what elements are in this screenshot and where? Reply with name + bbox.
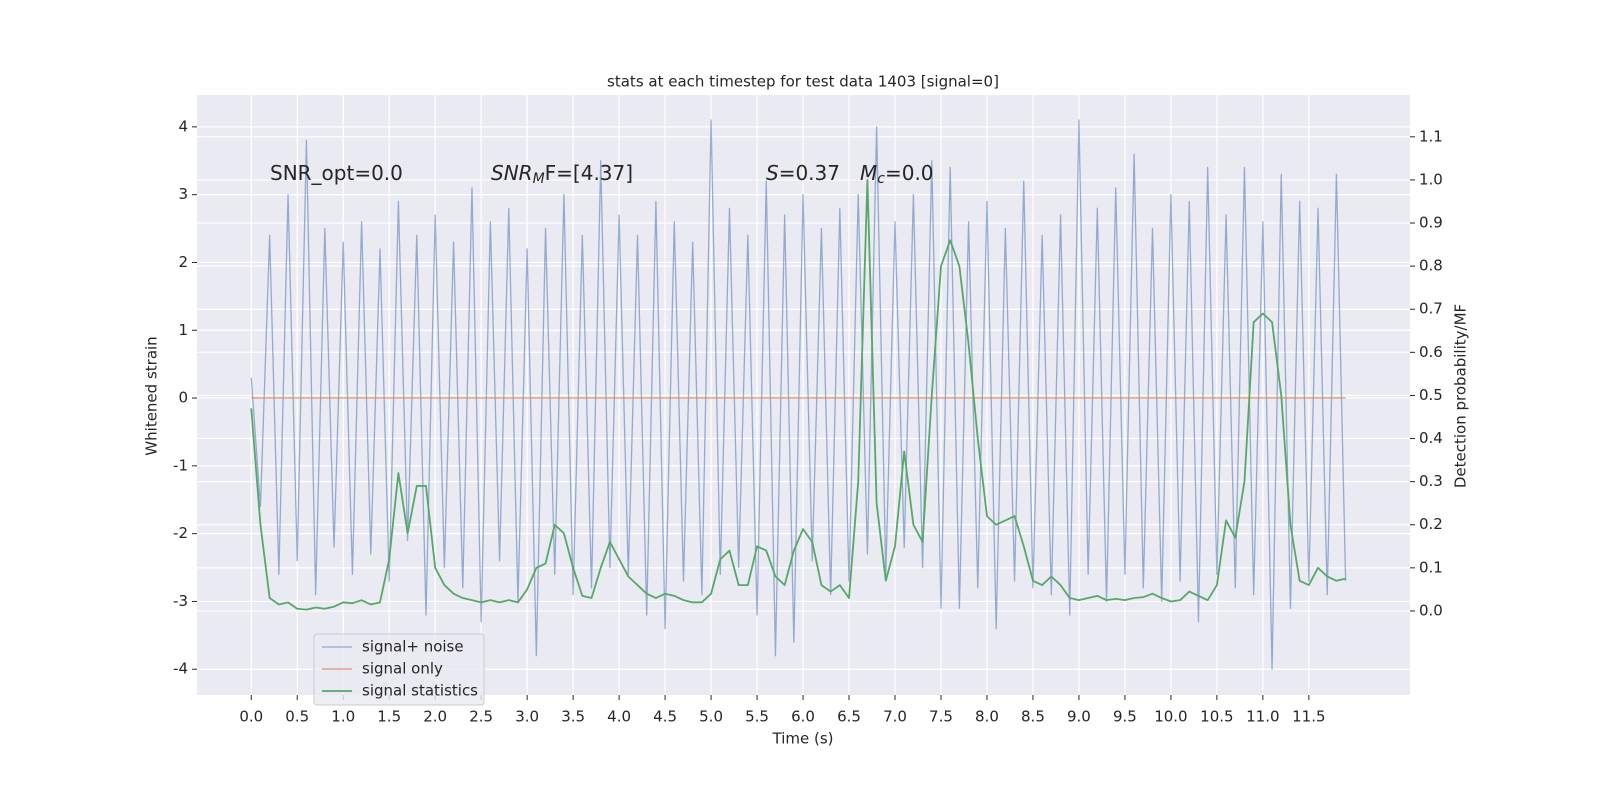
y2-tick-label: 0.1: [1419, 558, 1443, 576]
series-line: [250, 179, 1346, 611]
legend-label: signal only: [362, 660, 443, 678]
y-tick-label: 2: [178, 253, 188, 271]
y2-tick-label: 0.2: [1419, 515, 1443, 533]
x-tick-label: 0.5: [285, 708, 309, 726]
y2-tick-label: 0.3: [1419, 472, 1443, 490]
x-tick-label: 2.0: [423, 708, 447, 726]
annotation-part: SNR: [491, 161, 533, 185]
y2-tick-label: 0.4: [1419, 429, 1443, 447]
x-axis-label: Time (s): [772, 730, 834, 748]
y2-tick-label: 0.9: [1419, 214, 1443, 232]
annotation-part: M: [860, 161, 877, 185]
y-tick-label: 3: [178, 185, 188, 203]
x-tick-label: 2.5: [469, 708, 493, 726]
x-tick-label: 1.0: [331, 708, 355, 726]
y-tick-label: 4: [178, 117, 188, 135]
annotation: SNR_opt=0.0: [270, 161, 403, 185]
annotation-part: S: [766, 161, 779, 185]
x-tick-label: 9.0: [1067, 708, 1091, 726]
x-tick-label: 7.0: [883, 708, 907, 726]
y2-tick-label: 1.0: [1419, 170, 1443, 188]
x-tick-label: 3.0: [515, 708, 539, 726]
y-tick-label: 0: [178, 389, 188, 407]
annotation-part: M: [533, 171, 545, 187]
y2-tick-label: 0.6: [1419, 343, 1443, 361]
annotation-part: =0.37: [779, 161, 840, 185]
series-line: [250, 119, 1347, 670]
y-tick-label: -1: [173, 456, 188, 474]
x-tick-label: 9.5: [1113, 708, 1137, 726]
legend-box: [313, 633, 485, 706]
x-tick-label: 11.0: [1246, 708, 1279, 726]
y-axis-label: Whitened strain: [143, 336, 161, 455]
x-tick-label: 1.5: [377, 708, 401, 726]
y-tick-label: -2: [173, 524, 188, 542]
y2-tick-label: 1.1: [1419, 127, 1443, 145]
x-tick-label: 8.5: [1021, 708, 1045, 726]
y-tick-label: -4: [173, 660, 188, 678]
annotation-part: c: [877, 171, 885, 187]
y-tick-label: 1: [178, 321, 188, 339]
x-tick-label: 6.5: [837, 708, 861, 726]
x-tick-label: 3.5: [561, 708, 585, 726]
annotation: S=0.37 Mc=0.0: [766, 161, 934, 188]
x-tick-label: 11.5: [1292, 708, 1325, 726]
annotation-part: SNR_opt=0.0: [270, 161, 403, 185]
x-tick-label: 4.5: [653, 708, 677, 726]
x-tick-label: 5.0: [699, 708, 723, 726]
chart-title: stats at each timestep for test data 140…: [607, 73, 999, 91]
y2-axis-label: Detection probability/MF: [1452, 304, 1470, 488]
x-tick-label: 8.0: [975, 708, 999, 726]
x-tick-label: 10.0: [1154, 708, 1187, 726]
x-tick-label: 6.0: [791, 708, 815, 726]
y2-tick-label: 0.5: [1419, 386, 1443, 404]
annotation-part: F=[4.37]: [545, 161, 633, 185]
legend-label: signal+ noise: [362, 638, 464, 656]
y2-tick-label: 0.8: [1419, 257, 1443, 275]
y-tick-label: -3: [173, 592, 188, 610]
x-tick-label: 5.5: [745, 708, 769, 726]
y2-tick-label: 0.7: [1419, 300, 1443, 318]
x-tick-label: 7.5: [929, 708, 953, 726]
y2-tick-label: 0.0: [1419, 601, 1443, 619]
x-tick-label: 0.0: [239, 708, 263, 726]
x-tick-label: 10.5: [1200, 708, 1233, 726]
annotation: SNRMF=[4.37]: [491, 161, 633, 188]
x-tick-label: 4.0: [607, 708, 631, 726]
annotation-part: =0.0: [885, 161, 934, 185]
legend-label: signal statistics: [362, 682, 478, 700]
